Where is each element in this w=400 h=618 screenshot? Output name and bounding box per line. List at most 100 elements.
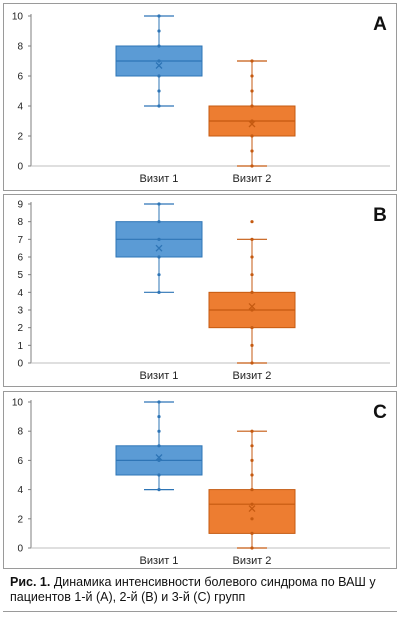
y-tick-label: 0 [17,544,23,555]
data-point [250,361,254,365]
data-point [250,290,254,294]
box-plot-chart: 0 2 4 6 8 10 C Визит 1 Визит 2 [12,398,390,567]
data-point [157,273,161,277]
data-point [157,415,161,419]
data-point [250,220,254,224]
data-point [157,429,161,433]
data-point [250,59,254,63]
data-point [250,89,254,93]
data-point [157,488,161,492]
category-label: Визит 2 [233,173,272,185]
mean-marker-stroke [248,505,256,513]
data-point [157,104,161,108]
y-tick-label: 2 [17,323,23,334]
mean-marker-stroke [155,244,163,252]
chart-panel-a: 0 2 4 6 8 10 A Визит 1 Визит 2 [3,3,397,191]
data-point [157,29,161,33]
mean-marker [248,505,256,513]
y-tick-label: 4 [17,288,23,299]
data-point [157,458,161,462]
chart-panel-b: 0 1 2 3 4 5 6 7 8 9 B Визит 1 Визит 2 [3,194,397,387]
data-point [250,502,254,506]
mean-marker-stroke [248,120,256,128]
y-tick-label: 0 [17,359,23,370]
data-point [250,473,254,477]
category-label: Визит 2 [233,555,272,567]
data-point [157,44,161,48]
data-point [250,134,254,138]
box-iqr [208,489,296,534]
data-point [157,14,161,18]
category-label: Визит 2 [233,370,272,382]
data-point [250,488,254,492]
y-tick-label: 10 [12,12,24,23]
data-point [157,74,161,78]
data-point [157,473,161,477]
panel-label: A [373,14,387,35]
data-point [157,255,161,259]
panel-label: B [373,205,387,226]
y-tick-label: 10 [12,398,24,409]
mean-marker-stroke [155,454,163,461]
data-point [250,517,254,521]
chart-panel-c: 0 2 4 6 8 10 C Визит 1 Визит 2 [3,391,397,569]
data-point [157,202,161,206]
data-point [157,290,161,294]
category-label: Визит 1 [140,555,179,567]
y-tick-label: 0 [17,162,23,173]
caption-text: Динамика интенсивности болевого синдрома… [10,575,376,604]
data-point [250,149,254,153]
category-label: Визит 1 [140,370,179,382]
y-tick-label: 6 [17,456,23,467]
data-point [157,400,161,404]
y-tick-label: 4 [17,102,23,113]
box-plot-chart: 0 1 2 3 4 5 6 7 8 9 B Визит 1 Визит 2 [17,200,390,382]
mean-marker [155,62,163,69]
data-point [250,74,254,78]
data-point [157,89,161,93]
category-label: Визит 1 [140,173,179,185]
y-tick-label: 1 [17,341,23,352]
data-point [250,255,254,259]
data-point [250,546,254,550]
mean-marker [155,244,163,252]
data-point [250,343,254,347]
data-point [250,273,254,277]
bottom-rule [3,611,397,612]
data-point [157,444,161,448]
box-plot-chart: 0 2 4 6 8 10 A Визит 1 Визит 2 [12,12,390,185]
figure-caption: Рис. 1. Динамика интенсивности болевого … [10,575,395,605]
y-tick-label: 9 [17,200,23,211]
mean-marker-stroke [155,62,163,69]
mean-marker [248,120,256,128]
data-point [250,104,254,108]
data-point [250,119,254,123]
data-point [250,164,254,168]
y-tick-label: 2 [17,132,23,143]
y-tick-label: 4 [17,485,23,496]
y-tick-label: 7 [17,235,23,246]
data-point [157,237,161,241]
data-point [250,237,254,241]
panel-label: C [373,402,387,423]
data-point [250,429,254,433]
caption-label: Рис. 1. [10,575,51,589]
y-tick-label: 6 [17,72,23,83]
mean-marker [155,454,163,461]
y-tick-label: 8 [17,217,23,228]
y-tick-label: 6 [17,253,23,264]
data-point [250,308,254,312]
y-tick-label: 8 [17,427,23,438]
mean-marker [248,303,256,310]
y-tick-label: 8 [17,42,23,53]
y-tick-label: 3 [17,306,23,317]
data-point [250,326,254,330]
data-point [250,458,254,462]
data-point [157,220,161,224]
mean-marker-stroke [248,303,256,310]
data-point [157,59,161,63]
data-point [250,531,254,535]
data-point [250,444,254,448]
y-tick-label: 5 [17,270,23,281]
